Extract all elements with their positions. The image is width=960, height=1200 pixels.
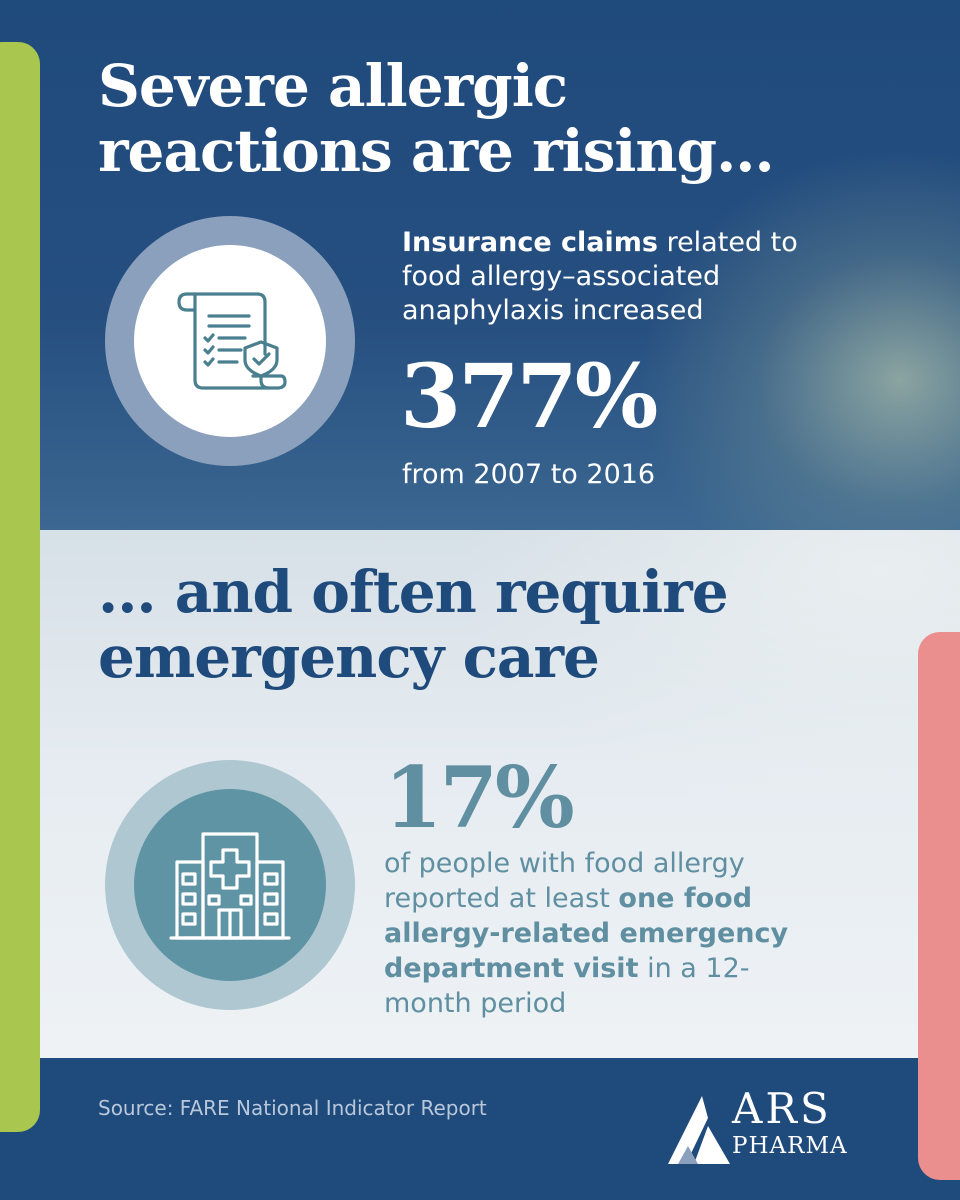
insurance-icon-inner-circle (134, 245, 326, 437)
logo-name: ARS (732, 1084, 832, 1133)
source-citation: Source: FARE National Indicator Report (98, 1096, 487, 1120)
hospital-icon-inner-circle (134, 789, 326, 981)
insurance-claim-scroll-shield-icon (177, 292, 287, 390)
hospital-building-icon (169, 832, 291, 940)
insurance-claims-rest: related to food allergy–associated anaph… (402, 227, 798, 326)
stat-period: from 2007 to 2016 (402, 459, 656, 490)
heading-rising: Severe allergic reactions are rising... (98, 52, 775, 185)
emergency-desc-bold: one food allergy-related emergency depar… (384, 883, 789, 984)
emergency-desc-part1: of people with food allergy reported at … (384, 848, 745, 914)
insurance-claims-description: Insurance claims related to food allergy… (402, 226, 802, 328)
insurance-icon-circle (105, 216, 355, 466)
emergency-visit-description: of people with food allergy reported at … (384, 846, 814, 1021)
ars-logo-mark-icon (668, 1096, 730, 1164)
emergency-desc-part2: in a 12-month period (384, 953, 750, 1019)
pink-accent-bar (918, 632, 960, 1180)
logo-subtitle: PHARMA (732, 1133, 848, 1159)
ars-pharma-logo: ARS PHARMA (668, 1088, 898, 1168)
stat-377-percent: 377% (400, 344, 658, 448)
hospital-icon-circle (105, 760, 355, 1010)
stat-17-percent: 17% (384, 748, 575, 847)
green-accent-bar (0, 42, 40, 1132)
insurance-claims-bold: Insurance claims (402, 227, 658, 258)
footer-panel (0, 1058, 960, 1200)
heading-emergency-care: ... and often require emergency care (98, 558, 729, 691)
